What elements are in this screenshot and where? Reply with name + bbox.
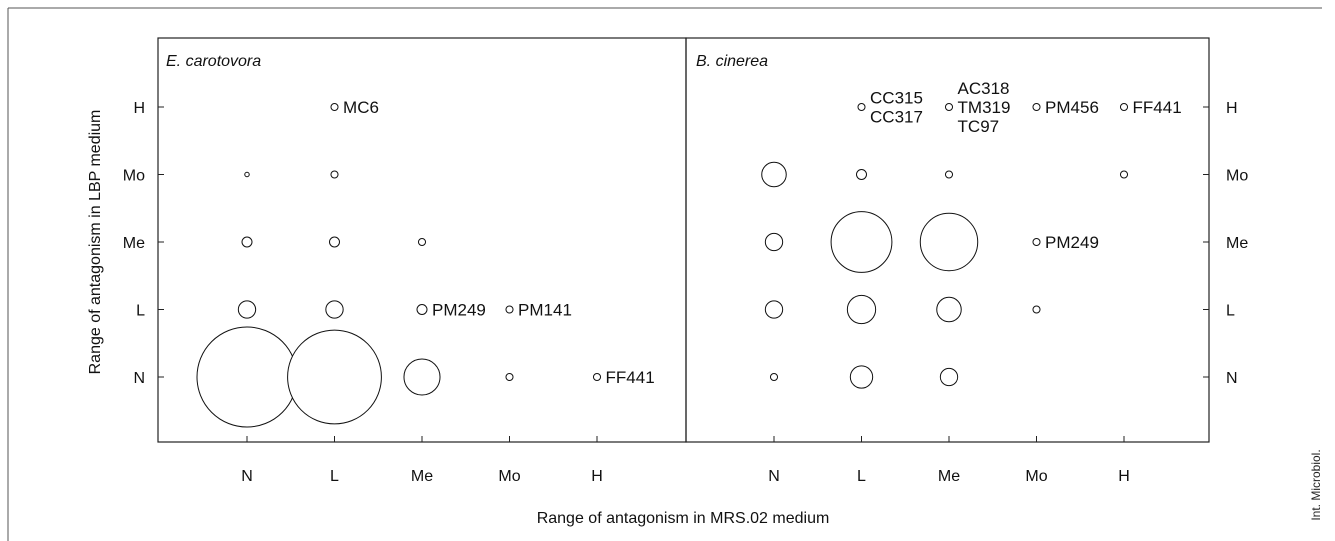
y-tick-label-left: L — [136, 303, 145, 320]
bubble — [849, 365, 874, 389]
y-tick-label-left: H — [133, 100, 145, 117]
data-label: PM141 — [518, 301, 572, 320]
bubble — [857, 102, 866, 112]
data-label: FF441 — [606, 368, 655, 387]
x-tick-label: Mo — [1025, 468, 1047, 485]
data-label: PM249 — [432, 301, 486, 320]
bubble — [330, 170, 339, 179]
marks-layer: FF441 PM249 PM141 MC6 PM249 CC315 CC317 AC318 TM… — [196, 79, 1182, 428]
bubble — [939, 367, 959, 387]
bubble — [1032, 305, 1041, 314]
y-axis-title: Range of antagonism in LBP medium — [87, 110, 104, 375]
x-axis-title: Range of antagonism in MRS.02 medium — [537, 510, 830, 527]
bubble — [1032, 237, 1041, 247]
y-tick-label-left: Me — [123, 235, 145, 252]
data-label: AC318 TM319 TC97 — [958, 79, 1011, 136]
bubble — [944, 102, 954, 112]
bubble — [196, 326, 298, 428]
y-tick-label-right: H — [1226, 100, 1238, 117]
bubble — [769, 372, 779, 382]
y-tick-label-right: N — [1226, 370, 1238, 387]
credit-text: Int. Microbiol. — [1309, 449, 1323, 520]
x-tick-label: Me — [938, 468, 960, 485]
bubble — [417, 237, 427, 247]
bubble — [416, 304, 428, 315]
bubble — [325, 300, 344, 319]
bubble — [287, 329, 382, 425]
bubble — [761, 161, 787, 188]
x-tick-label: Mo — [498, 468, 520, 485]
bubble — [944, 170, 954, 179]
bubble — [592, 372, 602, 382]
bubble — [1032, 102, 1041, 112]
bubble — [846, 294, 877, 325]
y-tick-label-right: Mo — [1226, 168, 1248, 185]
bubble — [505, 305, 514, 314]
bubble — [329, 236, 340, 248]
y-tick-label-left: N — [133, 370, 145, 387]
bubble — [764, 232, 784, 252]
bubble — [241, 236, 253, 248]
bubble — [244, 171, 250, 178]
bubble — [237, 300, 257, 319]
x-tick-label: H — [1118, 468, 1130, 485]
bubble — [856, 169, 867, 180]
bubble — [764, 300, 784, 319]
bubble — [1119, 170, 1129, 179]
data-label: CC315 CC317 — [870, 89, 923, 127]
x-tick-label: Me — [411, 468, 433, 485]
x-tick-label: N — [768, 468, 780, 485]
bubble — [830, 211, 893, 273]
panel-left-title: E. carotovora — [166, 53, 261, 70]
data-label: MC6 — [343, 98, 379, 117]
data-label: FF441 — [1133, 98, 1182, 117]
bubble — [1119, 102, 1129, 112]
data-label: PM249 — [1045, 233, 1099, 252]
tick-layer: N N L L Me Me Mo Mo H H N N L L Me Me Mo Mo H H — [123, 100, 1249, 485]
panel-right-frame — [685, 37, 1210, 443]
panel-right-title: B. cinerea — [696, 53, 768, 70]
bubble — [919, 212, 979, 272]
x-tick-label: N — [241, 468, 253, 485]
y-tick-label-right: Me — [1226, 235, 1248, 252]
x-tick-label: L — [857, 468, 866, 485]
x-tick-label: H — [591, 468, 603, 485]
data-label: PM456 — [1045, 98, 1099, 117]
bubble — [936, 296, 962, 323]
y-tick-label-left: Mo — [123, 168, 145, 185]
bubble — [330, 102, 339, 112]
bubble — [505, 372, 514, 382]
bubble — [403, 358, 441, 396]
y-tick-label-right: L — [1226, 303, 1235, 320]
x-tick-label: L — [330, 468, 339, 485]
